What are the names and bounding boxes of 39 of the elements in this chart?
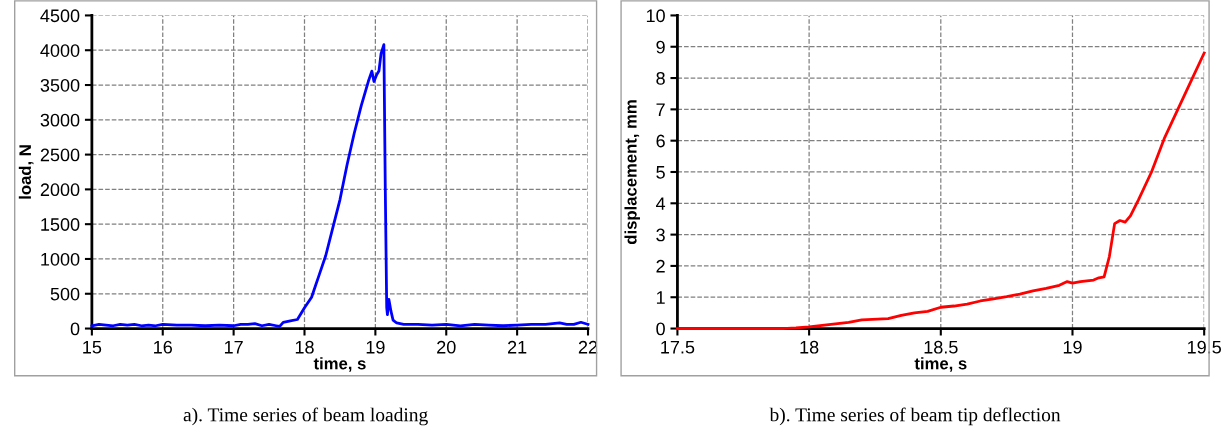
- y-tick-label: 0: [70, 322, 80, 336]
- y-tick-label: 500: [50, 287, 80, 301]
- text: a). Time series of beam loading: [183, 407, 428, 426]
- x-tick-label: 20: [437, 340, 456, 354]
- y-tick-label: 7: [656, 103, 665, 116]
- x-tick-label: 17: [224, 341, 243, 354]
- x-tick-label: 17.5: [661, 341, 695, 354]
- x-tick-label: 18: [800, 340, 819, 354]
- y-tick-label: 1: [656, 291, 665, 304]
- x-axis-title: time, s: [313, 357, 366, 372]
- y-tick-label: 4: [655, 197, 666, 210]
- y-tick-label: 1000: [41, 252, 80, 266]
- y-axis-title: load, N: [18, 145, 34, 199]
- y-tick-label: 9: [656, 40, 665, 54]
- y-tick-label: 4500: [40, 9, 80, 23]
- y-tick-label: 1500: [41, 218, 80, 231]
- y-tick-label: 10: [646, 9, 665, 23]
- x-tick-label: 18.5: [924, 340, 958, 354]
- x-tick-label: 21: [507, 340, 527, 354]
- x-tick-label: 15: [83, 341, 102, 354]
- y-tick-label: 5: [656, 166, 665, 179]
- x-axis-title: time, s: [914, 357, 967, 372]
- x-tick-label: 19: [1063, 340, 1082, 354]
- y-tick-label: 2: [656, 259, 665, 273]
- y-tick-label: 3500: [40, 78, 80, 92]
- y-tick-label: 0: [656, 322, 665, 336]
- x-tick-label: 16: [154, 340, 172, 354]
- x-tick-label: 19: [366, 340, 385, 354]
- y-tick-label: 8: [656, 71, 665, 85]
- y-tick-label: 3000: [40, 113, 80, 127]
- y-tick-label: 4000: [40, 44, 80, 57]
- y-axis-title: displacement, mm: [624, 100, 640, 245]
- y-tick-label: 2500: [40, 148, 80, 162]
- y-tick-label: 3: [656, 228, 665, 242]
- text: b). Time series of beam tip deflection: [769, 407, 1061, 426]
- y-tick-label: 6: [656, 134, 665, 148]
- y-tick-label: 2000: [40, 183, 80, 197]
- x-tick-label: 19.5: [1187, 340, 1221, 354]
- x-tick-label: 18: [295, 340, 314, 354]
